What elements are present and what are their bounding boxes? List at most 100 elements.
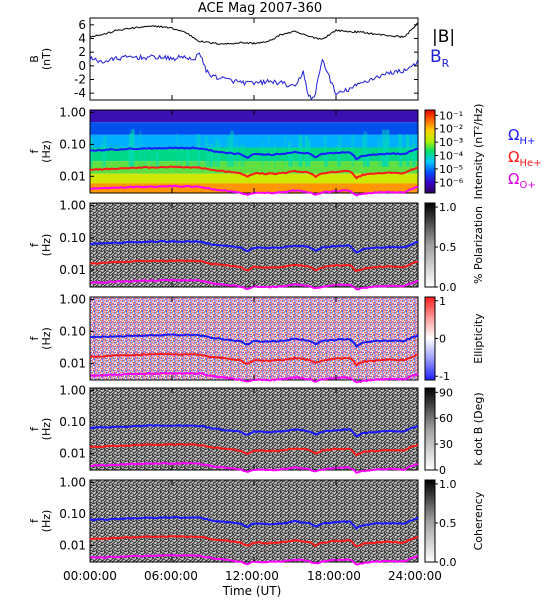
time-axis-label: Time (UT) bbox=[222, 584, 282, 598]
panel-5-ylabel-unit: (Hz) bbox=[40, 418, 53, 441]
time-tick-label-3: 18:00:00 bbox=[307, 569, 361, 583]
panel-5-colorbar-tick-label: 30 bbox=[439, 438, 453, 451]
panel-5-colorbar-label: k dot B (Deg) bbox=[472, 392, 485, 465]
panel-2-colorbar-tick-label: 10⁻³ bbox=[439, 136, 463, 149]
panel-2-intensity-streak bbox=[198, 138, 201, 167]
panel-5-colorbar-tick-label: 60 bbox=[439, 412, 453, 425]
panel-3-ytick-label: 0.01 bbox=[59, 263, 86, 277]
panel-4-cyclotron-he bbox=[89, 352, 419, 367]
time-tick-label-2: 12:00:00 bbox=[225, 569, 279, 583]
panel-3-colorbar-tick-label: 0.0 bbox=[439, 281, 457, 294]
panel-2-intensity-streak bbox=[150, 151, 153, 167]
panel-2-intensity-streak bbox=[351, 134, 354, 167]
figure-title: ACE Mag 2007-360 bbox=[198, 1, 322, 16]
panel-2-ytick-label: 0.01 bbox=[59, 169, 86, 183]
panel-2-intensity-streak bbox=[228, 136, 232, 167]
time-tick-label-0: 00:00:00 bbox=[63, 569, 117, 583]
panel-5-ytick-label: 0.10 bbox=[59, 415, 86, 429]
panel-2-intensity-streak bbox=[294, 153, 298, 167]
panel-2-intensity-streak bbox=[324, 136, 327, 167]
panel-3-texture bbox=[90, 203, 418, 287]
panel-2-intensity-streak bbox=[287, 141, 290, 167]
legend-omega-h-subscript: H+ bbox=[519, 136, 535, 147]
panel-6-ytick-label: 0.10 bbox=[59, 507, 86, 521]
panel-2-intensity-streak bbox=[325, 153, 329, 167]
panel-6-ylabel: f bbox=[28, 518, 41, 523]
panel-3-cyclotron-he bbox=[89, 259, 419, 273]
panel-2-intensity-streak bbox=[217, 143, 220, 167]
legend-omega-h-symbol: Ω bbox=[508, 126, 519, 144]
panel-4-ytick-label: 0.10 bbox=[59, 324, 86, 338]
panel-2-colorbar-tick-label: 10⁻⁶ bbox=[439, 176, 464, 189]
panel-6-colorbar bbox=[424, 479, 436, 563]
legend-omega-o-subscript: O+ bbox=[519, 180, 535, 191]
panel-2-intensity-streak bbox=[398, 134, 403, 167]
panel-2-colorbar-tick-label: 10⁻¹ bbox=[439, 109, 463, 122]
panel-5-ytick-label: 0.01 bbox=[59, 447, 86, 461]
legend-omega-he-symbol: Ω bbox=[508, 148, 519, 166]
panel-2-intensity-streak bbox=[225, 137, 229, 167]
panel-3-colorbar-tick-label: 1.0 bbox=[439, 201, 457, 214]
panel-6-ytick-label: 0.01 bbox=[59, 539, 86, 553]
panel-2-ylabel-unit: (Hz) bbox=[40, 140, 53, 163]
panel-6-colorbar-tick-label: 1.0 bbox=[439, 478, 457, 491]
legend-b-radial: BR bbox=[430, 47, 450, 70]
panel-2-intensity-band bbox=[90, 173, 418, 184]
panel-2-intensity-streak bbox=[305, 136, 307, 167]
panel-3-colorbar-label: % Polarization bbox=[472, 206, 485, 284]
panel-6-colorbar-tick-label: 0.5 bbox=[439, 517, 457, 530]
panel-2-intensity-band bbox=[90, 122, 418, 135]
panel-5-cyclotron-he bbox=[89, 442, 419, 457]
panel-5-colorbar-tick-label: 90 bbox=[439, 386, 453, 399]
panel-2-intensity-streak bbox=[214, 146, 216, 167]
panel-6-ylabel-unit: (Hz) bbox=[40, 510, 53, 533]
panel-2-intensity-streak bbox=[411, 144, 416, 167]
panel-3-ytick-label: 0.10 bbox=[59, 231, 86, 245]
panel-2-intensity-streak bbox=[101, 142, 103, 167]
legend-omega-h: ΩH+ bbox=[508, 126, 535, 147]
panel-6-texture bbox=[90, 480, 418, 562]
panel-3-ylabel: f bbox=[28, 242, 41, 247]
panel-2-intensity-streak bbox=[377, 137, 382, 167]
panel-4-colorbar-tick-label: 0 bbox=[439, 333, 446, 346]
panel-4-cyclotron-h bbox=[89, 333, 419, 348]
panel-2-intensity-streak bbox=[381, 152, 385, 167]
panel-2-intensity-streak bbox=[179, 148, 184, 167]
panel-5-ylabel: f bbox=[28, 426, 41, 431]
panel-3-cyclotron-h bbox=[89, 239, 418, 254]
panel-4-texture bbox=[90, 297, 418, 380]
panel-5-ytick-label: 1.00 bbox=[59, 383, 86, 397]
panel-2-colorbar-tick-label: 10⁻² bbox=[439, 123, 463, 136]
panel-2-ytick-label: 0.10 bbox=[59, 137, 86, 151]
panel-1-ytick-label: -4 bbox=[74, 86, 86, 100]
series-line-b-radial bbox=[89, 52, 419, 101]
panel-4-colorbar bbox=[424, 296, 436, 381]
panel-1-ytick-label: 0 bbox=[78, 59, 86, 73]
panel-2-colorbar-label: Intensity (nT²/Hz) bbox=[472, 104, 485, 200]
panel-2-intensity-streak bbox=[237, 144, 239, 167]
panel-2-intensity-streak bbox=[218, 141, 221, 167]
panel-4-colorbar-label: Ellipticity bbox=[472, 313, 485, 364]
panel-2-intensity-streak bbox=[267, 136, 270, 167]
panel-3-colorbar-tick-label: 0.5 bbox=[439, 241, 457, 254]
legend-b-radial-symbol: B bbox=[430, 47, 442, 67]
panel-4-ytick-label: 0.01 bbox=[59, 356, 86, 370]
panel-1-ytick-label: 4 bbox=[78, 32, 86, 46]
panel-2-intensity-streak bbox=[405, 134, 410, 167]
panel-3-colorbar bbox=[424, 202, 436, 288]
time-tick-label-1: 06:00:00 bbox=[144, 569, 198, 583]
panel-2-ylabel: f bbox=[28, 148, 41, 153]
panel-2-intensity-streak bbox=[191, 154, 195, 167]
panel-2-intensity-streak bbox=[385, 129, 390, 167]
panel-2-intensity-streak bbox=[298, 134, 303, 167]
legend-omega-o-symbol: Ω bbox=[508, 170, 519, 188]
panel-2-intensity-streak bbox=[400, 148, 403, 167]
panel-2-intensity-streak bbox=[382, 129, 386, 167]
panel-2-colorbar-tick-label: 10⁻⁵ bbox=[439, 163, 463, 176]
panel-3-ylabel-unit: (Hz) bbox=[40, 234, 53, 257]
panel-2-intensity-streak bbox=[103, 143, 105, 167]
panel-2-intensity-streak bbox=[338, 135, 342, 167]
panel-5-colorbar-tick-label: 0 bbox=[439, 464, 446, 477]
